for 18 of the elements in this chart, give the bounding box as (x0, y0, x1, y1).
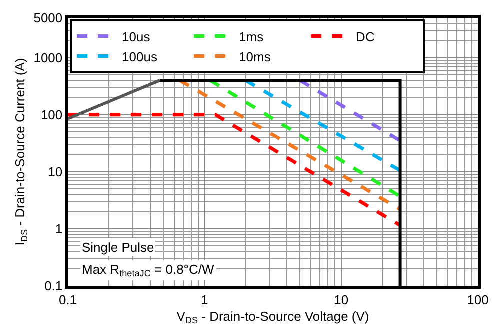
x-tick-label: 10 (334, 292, 349, 308)
legend-label: 10ms (239, 49, 272, 64)
annotation: Max R$_{thetaJC}$ = 0.8°C/W (82, 262, 215, 279)
legend-label: DC (356, 29, 375, 44)
y-tick-label: 5000 (34, 10, 63, 26)
y-tick-label: 1 (55, 222, 63, 237)
legend-label: 1ms (239, 29, 264, 44)
y-tick-label: 100 (40, 107, 63, 122)
x-axis-title: V$_{DS}$ - Drain-to-Source Voltage (V) (176, 308, 370, 326)
legend-label: 10us (122, 29, 151, 44)
x-tick-label: 0.1 (58, 292, 78, 308)
y-tick-label: 1000 (34, 50, 63, 66)
x-tick-label: 1 (201, 292, 208, 308)
annotation: Single Pulse (82, 240, 154, 255)
legend-label: 100us (122, 49, 158, 64)
x-tick-label: 100 (467, 292, 489, 308)
y-tick-label: 0.1 (44, 278, 63, 294)
y-tick-label: 10 (48, 164, 63, 180)
